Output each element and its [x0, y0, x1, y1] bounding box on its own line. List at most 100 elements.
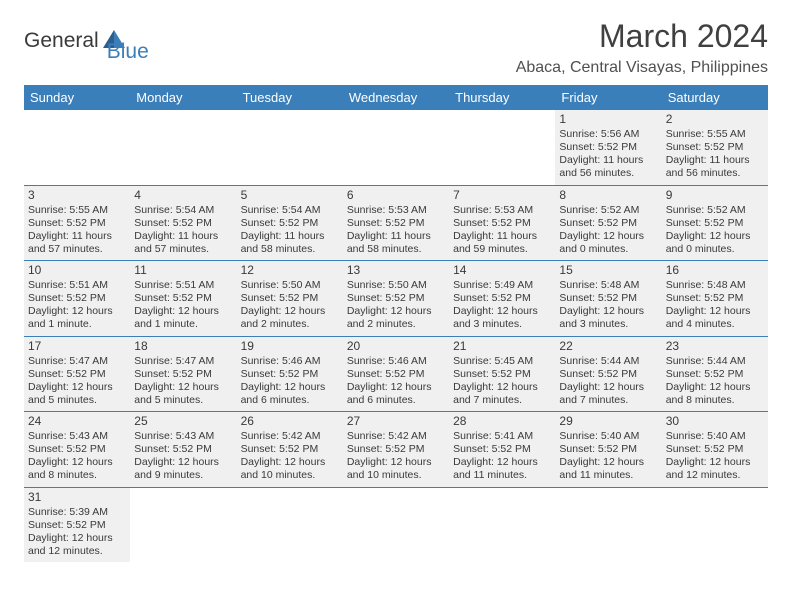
- daylight-text: Daylight: 12 hours and 11 minutes.: [453, 456, 551, 482]
- sunset-text: Sunset: 5:52 PM: [453, 292, 551, 305]
- daylight-text: Daylight: 12 hours and 9 minutes.: [134, 456, 232, 482]
- sunset-text: Sunset: 5:52 PM: [134, 443, 232, 456]
- sunset-text: Sunset: 5:52 PM: [241, 292, 339, 305]
- day-cell: 11Sunrise: 5:51 AMSunset: 5:52 PMDayligh…: [130, 261, 236, 336]
- day-header-wed: Wednesday: [343, 85, 449, 110]
- sunset-text: Sunset: 5:52 PM: [559, 443, 657, 456]
- week-row: 31Sunrise: 5:39 AMSunset: 5:52 PMDayligh…: [24, 488, 768, 563]
- day-number: 17: [28, 339, 126, 354]
- day-cell: 9Sunrise: 5:52 AMSunset: 5:52 PMDaylight…: [662, 186, 768, 261]
- sunrise-text: Sunrise: 5:39 AM: [28, 506, 126, 519]
- day-cell: 15Sunrise: 5:48 AMSunset: 5:52 PMDayligh…: [555, 261, 661, 336]
- sunset-text: Sunset: 5:52 PM: [666, 443, 764, 456]
- sunset-text: Sunset: 5:52 PM: [28, 217, 126, 230]
- sunrise-text: Sunrise: 5:46 AM: [241, 355, 339, 368]
- sunrise-text: Sunrise: 5:55 AM: [28, 204, 126, 217]
- daylight-text: Daylight: 12 hours and 10 minutes.: [347, 456, 445, 482]
- daylight-text: Daylight: 11 hours and 56 minutes.: [666, 154, 764, 180]
- sunset-text: Sunset: 5:52 PM: [347, 368, 445, 381]
- week-row: 1Sunrise: 5:56 AMSunset: 5:52 PMDaylight…: [24, 110, 768, 186]
- day-cell: 1Sunrise: 5:56 AMSunset: 5:52 PMDaylight…: [555, 110, 661, 185]
- sunrise-text: Sunrise: 5:47 AM: [134, 355, 232, 368]
- daylight-text: Daylight: 12 hours and 6 minutes.: [241, 381, 339, 407]
- daylight-text: Daylight: 11 hours and 59 minutes.: [453, 230, 551, 256]
- sunset-text: Sunset: 5:52 PM: [666, 368, 764, 381]
- sunrise-text: Sunrise: 5:54 AM: [241, 204, 339, 217]
- sunset-text: Sunset: 5:52 PM: [453, 368, 551, 381]
- day-cell: 21Sunrise: 5:45 AMSunset: 5:52 PMDayligh…: [449, 337, 555, 412]
- day-cell: 10Sunrise: 5:51 AMSunset: 5:52 PMDayligh…: [24, 261, 130, 336]
- day-header-tue: Tuesday: [237, 85, 343, 110]
- day-cell: 20Sunrise: 5:46 AMSunset: 5:52 PMDayligh…: [343, 337, 449, 412]
- sunset-text: Sunset: 5:52 PM: [241, 368, 339, 381]
- sunrise-text: Sunrise: 5:42 AM: [347, 430, 445, 443]
- sunrise-text: Sunrise: 5:45 AM: [453, 355, 551, 368]
- day-number: 19: [241, 339, 339, 354]
- sunset-text: Sunset: 5:52 PM: [559, 217, 657, 230]
- daylight-text: Daylight: 12 hours and 0 minutes.: [559, 230, 657, 256]
- sunset-text: Sunset: 5:52 PM: [666, 217, 764, 230]
- day-number: 13: [347, 263, 445, 278]
- sunrise-text: Sunrise: 5:41 AM: [453, 430, 551, 443]
- day-header-thu: Thursday: [449, 85, 555, 110]
- logo: General Blue: [24, 18, 149, 64]
- sunset-text: Sunset: 5:52 PM: [134, 368, 232, 381]
- day-header-sat: Saturday: [662, 85, 768, 110]
- daylight-text: Daylight: 12 hours and 8 minutes.: [28, 456, 126, 482]
- daylight-text: Daylight: 11 hours and 58 minutes.: [347, 230, 445, 256]
- sunset-text: Sunset: 5:52 PM: [666, 141, 764, 154]
- day-header-fri: Friday: [555, 85, 661, 110]
- sunset-text: Sunset: 5:52 PM: [559, 292, 657, 305]
- week-row: 24Sunrise: 5:43 AMSunset: 5:52 PMDayligh…: [24, 412, 768, 488]
- sunrise-text: Sunrise: 5:55 AM: [666, 128, 764, 141]
- day-cell: [237, 110, 343, 185]
- page-header: General Blue March 2024 Abaca, Central V…: [24, 18, 768, 77]
- sunrise-text: Sunrise: 5:49 AM: [453, 279, 551, 292]
- day-number: 25: [134, 414, 232, 429]
- day-cell: 29Sunrise: 5:40 AMSunset: 5:52 PMDayligh…: [555, 412, 661, 487]
- daylight-text: Daylight: 12 hours and 11 minutes.: [559, 456, 657, 482]
- sunrise-text: Sunrise: 5:51 AM: [28, 279, 126, 292]
- day-number: 26: [241, 414, 339, 429]
- weeks-container: 1Sunrise: 5:56 AMSunset: 5:52 PMDaylight…: [24, 110, 768, 562]
- day-cell: [130, 110, 236, 185]
- day-number: 14: [453, 263, 551, 278]
- day-number: 8: [559, 188, 657, 203]
- day-header-mon: Monday: [130, 85, 236, 110]
- day-cell: [449, 110, 555, 185]
- day-cell: [343, 488, 449, 563]
- daylight-text: Daylight: 12 hours and 5 minutes.: [134, 381, 232, 407]
- sunrise-text: Sunrise: 5:48 AM: [559, 279, 657, 292]
- day-number: 3: [28, 188, 126, 203]
- sunrise-text: Sunrise: 5:54 AM: [134, 204, 232, 217]
- sunset-text: Sunset: 5:52 PM: [28, 292, 126, 305]
- day-cell: [449, 488, 555, 563]
- day-cell: 23Sunrise: 5:44 AMSunset: 5:52 PMDayligh…: [662, 337, 768, 412]
- day-number: 23: [666, 339, 764, 354]
- day-cell: 4Sunrise: 5:54 AMSunset: 5:52 PMDaylight…: [130, 186, 236, 261]
- day-cell: 16Sunrise: 5:48 AMSunset: 5:52 PMDayligh…: [662, 261, 768, 336]
- day-cell: [555, 488, 661, 563]
- sunset-text: Sunset: 5:52 PM: [28, 368, 126, 381]
- sunrise-text: Sunrise: 5:48 AM: [666, 279, 764, 292]
- day-cell: 28Sunrise: 5:41 AMSunset: 5:52 PMDayligh…: [449, 412, 555, 487]
- sunrise-text: Sunrise: 5:52 AM: [666, 204, 764, 217]
- day-cell: [24, 110, 130, 185]
- day-header-sun: Sunday: [24, 85, 130, 110]
- daylight-text: Daylight: 12 hours and 12 minutes.: [28, 532, 126, 558]
- day-cell: 30Sunrise: 5:40 AMSunset: 5:52 PMDayligh…: [662, 412, 768, 487]
- day-number: 12: [241, 263, 339, 278]
- sunset-text: Sunset: 5:52 PM: [28, 519, 126, 532]
- month-title: March 2024: [516, 18, 768, 55]
- day-number: 21: [453, 339, 551, 354]
- daylight-text: Daylight: 12 hours and 2 minutes.: [241, 305, 339, 331]
- daylight-text: Daylight: 12 hours and 6 minutes.: [347, 381, 445, 407]
- sunset-text: Sunset: 5:52 PM: [134, 217, 232, 230]
- day-number: 31: [28, 490, 126, 505]
- day-number: 10: [28, 263, 126, 278]
- sunset-text: Sunset: 5:52 PM: [453, 443, 551, 456]
- day-number: 2: [666, 112, 764, 127]
- sunset-text: Sunset: 5:52 PM: [28, 443, 126, 456]
- calendar-table: Sunday Monday Tuesday Wednesday Thursday…: [24, 85, 768, 562]
- day-cell: [130, 488, 236, 563]
